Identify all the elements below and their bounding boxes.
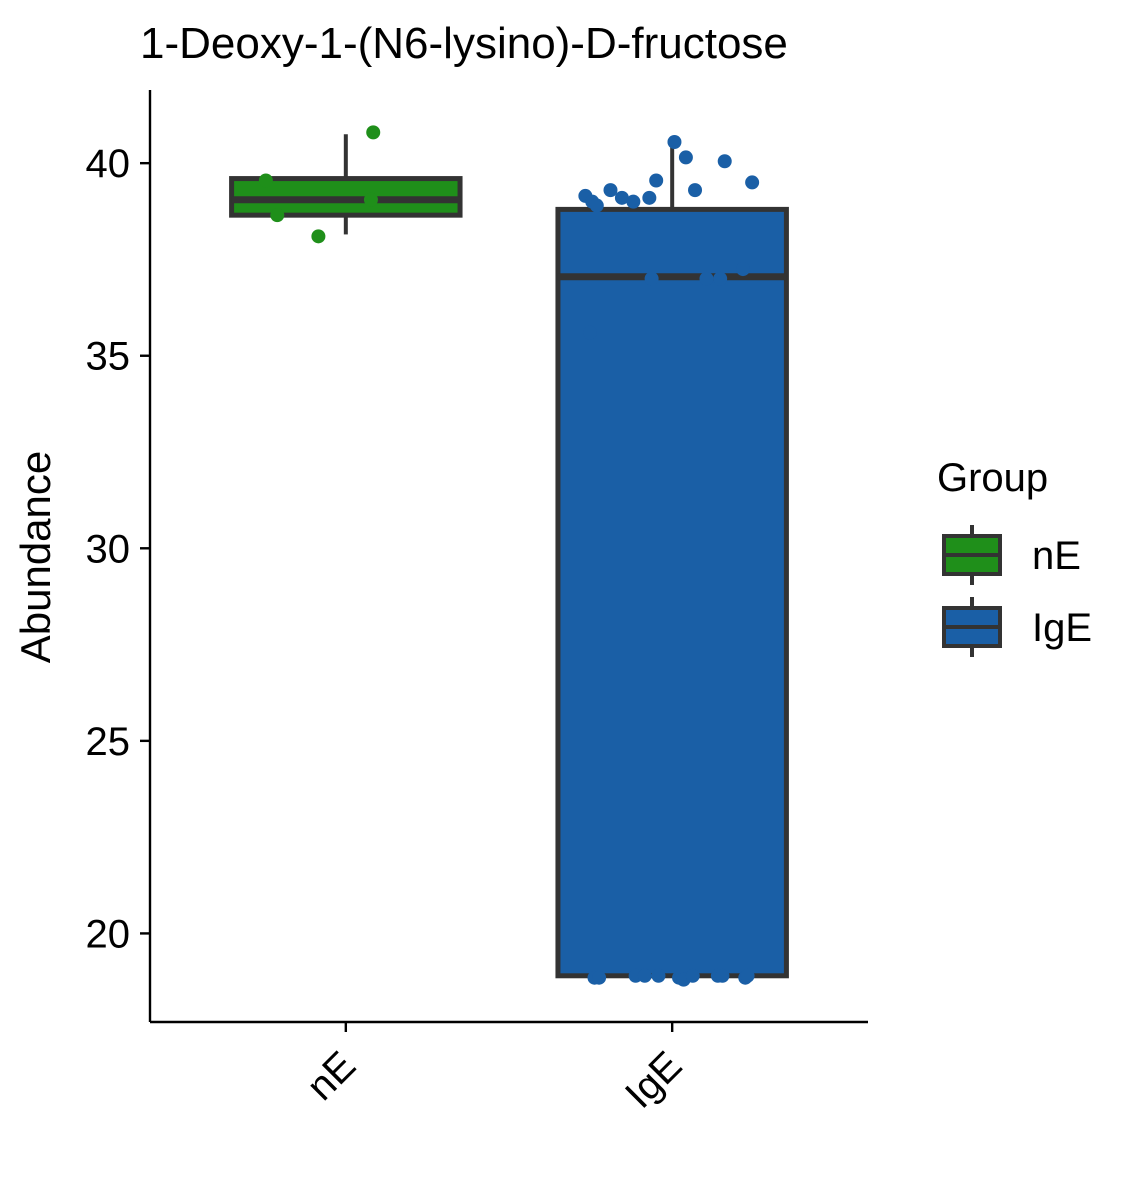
data-point [651,968,666,983]
y-axis-label: Abundance [12,451,59,664]
data-point [637,968,652,983]
plot-area: 20 25 30 35 40 nE IgE [86,90,868,1117]
data-point [626,194,641,209]
legend-label: nE [1032,534,1081,578]
box-group-nE [229,125,463,244]
chart-title: 1-Deoxy-1-(N6-lysino)-D-fructose [140,19,788,68]
data-point [366,125,381,140]
data-point [745,175,760,190]
data-point [642,190,657,205]
data-point [649,173,664,188]
x-tick-label: nE [298,1043,364,1109]
data-point [311,229,326,244]
data-point [582,325,597,340]
data-point [644,271,659,286]
data-point [678,150,693,165]
legend-item-nE: nE [942,525,1081,585]
data-point [713,271,728,286]
legend-title: Group [937,456,1048,500]
data-point [589,198,604,213]
data-point [685,968,700,983]
y-tick-label: 20 [86,912,131,956]
data-point [740,968,755,983]
box-group-IgE [555,134,789,987]
data-point [667,134,682,149]
data-point [363,192,378,207]
data-point [614,190,629,205]
data-point [603,183,618,198]
y-tick-label: 30 [86,527,131,571]
y-tick-label: 35 [86,335,131,379]
legend: Group nE IgE [937,456,1092,657]
y-tick-label: 25 [86,720,131,764]
data-point [715,968,730,983]
data-point [717,154,732,169]
legend-item-IgE: IgE [942,597,1092,657]
data-point [688,183,703,198]
data-point [270,208,285,223]
legend-label: IgE [1032,606,1092,650]
data-point [736,262,751,277]
box [555,206,789,979]
data-point [258,173,273,188]
data-point [699,271,714,286]
y-tick-label: 40 [86,142,131,186]
data-point [592,970,607,985]
x-tick-label: IgE [617,1043,691,1117]
